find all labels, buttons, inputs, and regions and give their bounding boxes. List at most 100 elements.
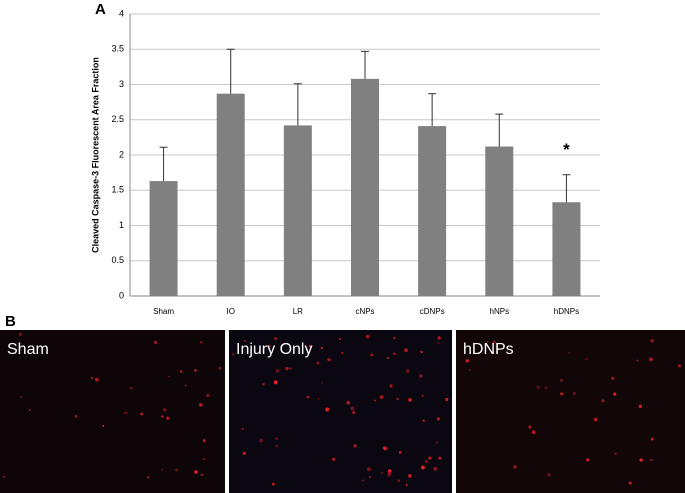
fluorescent-spot	[194, 470, 198, 474]
bar	[485, 146, 514, 296]
fluorescent-spot	[140, 412, 144, 416]
y-tick-label: 2	[119, 149, 124, 159]
fluorescent-spot	[486, 341, 489, 343]
fluorescent-spot	[275, 437, 278, 440]
fluorescent-spot	[396, 397, 399, 401]
fluorescent-spot	[380, 472, 383, 475]
fluorescent-spot	[161, 469, 164, 471]
fluorescent-spot	[341, 351, 344, 354]
fluorescent-spot	[203, 458, 206, 461]
fluorescent-spot	[346, 400, 351, 405]
fluorescent-spot	[650, 437, 654, 441]
fluorescent-spot	[435, 441, 438, 444]
fluorescent-spot	[383, 446, 388, 451]
fluorescent-spot	[241, 427, 244, 431]
fluorescent-spot	[419, 374, 423, 378]
bar	[552, 202, 581, 296]
fluorescent-spot	[308, 345, 312, 348]
fluorescent-spot	[320, 347, 323, 350]
fluorescent-spot	[613, 392, 617, 396]
fluorescent-spot	[387, 472, 392, 477]
fluorescent-spot	[275, 444, 278, 448]
fluorescent-spot	[163, 408, 167, 412]
fluorescent-spot	[568, 352, 571, 354]
fluorescent-spot	[379, 395, 384, 399]
fluorescent-spot	[601, 399, 605, 403]
fluorescent-spot	[74, 414, 78, 418]
fluorescent-spot	[544, 386, 548, 390]
x-tick-label: LR	[293, 307, 303, 316]
fluorescent-spot	[321, 381, 323, 384]
fluorescent-spot	[259, 438, 263, 443]
fluorescent-spot	[437, 341, 440, 344]
fluorescent-spot	[242, 451, 246, 455]
fluorescent-spot	[370, 353, 374, 357]
micrograph-background	[0, 330, 225, 493]
bar	[418, 126, 447, 296]
fluorescent-spot	[146, 475, 150, 479]
fluorescent-spot	[232, 353, 235, 356]
fluorescent-spot	[306, 395, 310, 399]
fluorescent-spot	[202, 439, 206, 443]
fluorescent-spot	[206, 393, 210, 398]
x-tick-label: IO	[226, 307, 234, 316]
fluorescent-spot	[420, 350, 423, 354]
x-tick-label: Sham	[153, 307, 174, 316]
fluorescent-spot	[130, 387, 133, 390]
fluorescent-spot	[325, 407, 330, 412]
fluorescent-spot	[369, 476, 371, 478]
fluorescent-spot	[422, 419, 425, 422]
fluorescent-spot	[650, 459, 653, 462]
fluorescent-spot	[445, 397, 449, 402]
fluorescent-spot	[425, 460, 428, 463]
fluorescent-spot	[200, 341, 203, 344]
fluorescent-spot	[353, 444, 357, 448]
fluorescent-spot	[547, 473, 551, 477]
fluorescent-spot	[636, 359, 639, 362]
bar	[149, 181, 178, 296]
fluorescent-spot	[331, 457, 336, 461]
fluorescent-spot	[468, 368, 471, 371]
fluorescent-spot	[200, 473, 204, 477]
fluorescent-spot	[437, 336, 441, 340]
fluorescent-spot	[285, 367, 289, 371]
fluorescent-spot	[95, 377, 99, 382]
y-tick-label: 4	[119, 8, 124, 18]
fluorescent-spot	[404, 348, 408, 353]
fluorescent-spot	[243, 339, 246, 342]
fluorescent-spot	[531, 430, 536, 435]
fluorescent-spot	[28, 409, 31, 411]
fluorescent-spot	[367, 467, 371, 472]
fluorescent-spot	[289, 367, 292, 370]
y-tick-label: 0.5	[111, 255, 124, 265]
panel-label: A	[95, 1, 106, 18]
fluorescent-spot	[492, 340, 496, 344]
fluorescent-spot	[560, 379, 563, 382]
fluorescent-spot	[161, 415, 164, 418]
fluorescent-spot	[528, 425, 532, 429]
panel-label: B	[5, 313, 16, 330]
fluorescent-spot	[168, 375, 170, 378]
y-tick-label: 1	[119, 220, 124, 230]
fluorescent-spot	[350, 406, 355, 411]
fluorescent-spot	[428, 456, 432, 460]
fluorescent-spot	[585, 357, 588, 361]
fluorescent-spot	[386, 357, 389, 359]
fluorescent-spot	[421, 394, 424, 397]
x-tick-label: hNPs	[490, 307, 510, 316]
fluorescent-spot	[405, 369, 410, 374]
image-label: hDNPs	[463, 341, 514, 358]
fluorescent-spot	[273, 380, 278, 385]
fluorescent-spot	[249, 349, 252, 352]
fluorescent-spot	[513, 465, 517, 469]
y-tick-label: 3	[119, 79, 124, 89]
fluorescent-spot	[650, 339, 654, 343]
fluorescent-spot	[593, 417, 598, 422]
fluorescent-spot	[153, 340, 158, 344]
fluorescent-spot	[184, 384, 187, 387]
fluorescent-spot	[393, 336, 396, 340]
fluorescent-spot	[365, 334, 370, 339]
y-tick-label: 3.5	[111, 44, 124, 54]
annotation: *	[563, 140, 570, 159]
image-label: Sham	[7, 341, 49, 358]
